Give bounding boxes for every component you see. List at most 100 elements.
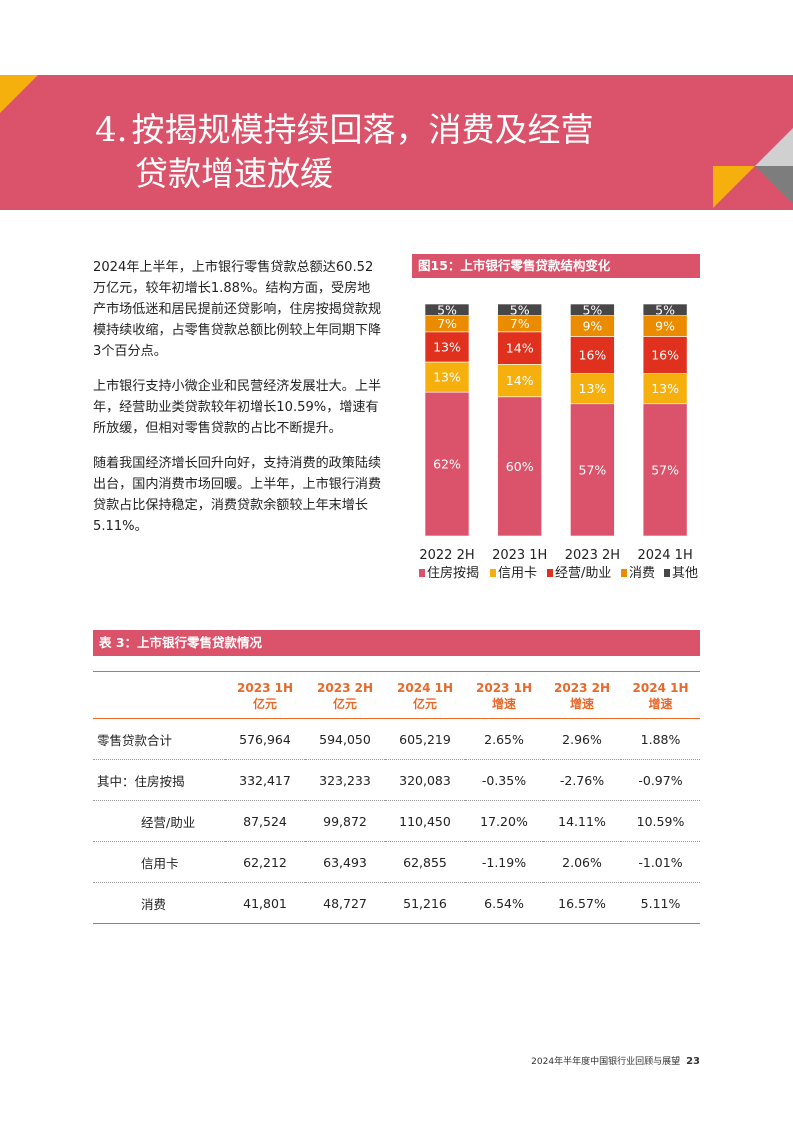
table-cell: 576,964 <box>225 718 305 760</box>
legend-swatch <box>621 569 627 577</box>
chart-title: 图15：上市银行零售贷款结构变化 <box>412 254 700 278</box>
data-label: 5% <box>510 302 530 317</box>
bar-segment <box>497 303 542 316</box>
table-row: 消费 41,801 48,727 51,216 6.54% 16.57% 5.1… <box>93 882 700 924</box>
bar-segment <box>570 373 615 405</box>
legend-label: 住房按揭 <box>427 565 479 581</box>
data-label: 7% <box>510 316 530 331</box>
table-header-row: 2023 1H 亿元 2023 2H 亿元 2024 1H 亿元 2023 1H 增速 … <box>93 671 700 719</box>
table-row: 信用卡 62,212 63,493 62,855 -1.19% 2.06% -1… <box>93 841 700 883</box>
table-cell: 17.20% <box>465 800 543 842</box>
table-cell: 5.11% <box>621 882 700 924</box>
table-header-cell: 2023 1H 亿元 <box>225 671 305 719</box>
table-cell: 6.54% <box>465 882 543 924</box>
table-cell: 48,727 <box>305 882 385 924</box>
table-header-cell: 2024 1H 亿元 <box>385 671 465 719</box>
table-cell: 14.11% <box>543 800 621 842</box>
table-cell: 2.96% <box>543 718 621 760</box>
table-cell: 1.88% <box>621 718 700 760</box>
data-label: 57% <box>651 462 679 477</box>
table-cell: 87,524 <box>225 800 305 842</box>
table-header-cell: 2024 1H 增速 <box>621 671 700 719</box>
section-title: 4. 按揭规模持续回落，消费及经营 贷款增速放缓 <box>95 108 715 195</box>
row-label: 零售贷款合计 <box>93 718 225 760</box>
legend-swatch <box>419 569 425 577</box>
section-number: 4. <box>95 110 128 150</box>
row-label: 消费 <box>93 882 225 924</box>
table-cell: -1.19% <box>465 841 543 883</box>
x-tick-label: 2024 1H <box>637 548 692 563</box>
bar-segment <box>424 391 470 537</box>
legend-swatch <box>547 569 553 577</box>
data-label: 13% <box>433 370 461 385</box>
table-cell: 110,450 <box>385 800 465 842</box>
table-cell: 320,083 <box>385 759 465 801</box>
table-cell: -1.01% <box>621 841 700 883</box>
legend-label: 消费 <box>629 566 655 581</box>
data-label: 7% <box>437 316 457 331</box>
footer-text: 2024年半年度中国银行业回顾与展望 <box>531 1057 681 1067</box>
section-title-line2: 贷款增速放缓 <box>135 154 333 193</box>
paragraph: 随着我国经济增长回升向好，支持消费的政策陆续出台，国内消费市场回暖。上半年，上市… <box>93 456 382 534</box>
table-cell: 62,212 <box>225 841 305 883</box>
data-label: 9% <box>655 319 675 334</box>
legend-label: 其他 <box>672 566 698 581</box>
table-cell: 41,801 <box>225 882 305 924</box>
table-cell: 10.59% <box>621 800 700 842</box>
table-cell: 62,855 <box>385 841 465 883</box>
retail-loan-table: 2023 1H 亿元 2023 2H 亿元 2024 1H 亿元 2023 1H 增速 … <box>93 671 700 924</box>
table-cell: 63,493 <box>305 841 385 883</box>
table-cell: -0.35% <box>465 759 543 801</box>
table-header-cell: 2023 2H 增速 <box>543 671 621 719</box>
table-row: 其中：住房按揭 332,417 323,233 320,083 -0.35% -… <box>93 759 700 801</box>
corner-triangle-decoration <box>0 75 38 113</box>
data-label: 13% <box>433 339 461 354</box>
data-label: 16% <box>651 348 679 363</box>
table-cell: 2.06% <box>543 841 621 883</box>
data-label: 62% <box>433 457 461 472</box>
table-header-cell: 2023 1H 增速 <box>465 671 543 719</box>
table-cell: 594,050 <box>305 718 385 760</box>
bar-segment <box>424 303 470 316</box>
corner-triangles-decoration <box>713 128 793 208</box>
paragraph: 上市银行支持小微企业和民营经济发展壮大。上半年，经营助业类贷款较年初增长10.5… <box>93 379 382 436</box>
paragraph: 2024年上半年，上市银行零售贷款总额达60.52万亿元，较年初增长1.88%。… <box>93 260 382 359</box>
bar-segment <box>570 336 615 374</box>
bar-segment <box>497 331 542 365</box>
legend-swatch <box>490 569 496 577</box>
legend-label: 信用卡 <box>498 566 537 581</box>
data-label: 5% <box>437 302 457 317</box>
x-tick-label: 2023 1H <box>492 548 547 563</box>
data-label: 14% <box>506 341 534 356</box>
table-cell: 332,417 <box>225 759 305 801</box>
bar-segment <box>642 303 688 316</box>
data-label: 60% <box>506 459 534 474</box>
table-cell: 16.57% <box>543 882 621 924</box>
bar-segment <box>642 403 688 537</box>
bar-segment <box>642 336 688 374</box>
table-cell: -0.97% <box>621 759 700 801</box>
table-cell: 323,233 <box>305 759 385 801</box>
bar-segment <box>570 303 615 316</box>
section-banner <box>0 75 793 210</box>
body-text: 2024年上半年，上市银行零售贷款总额达60.52万亿元，较年初增长1.88%。… <box>93 257 382 551</box>
table-cell: 99,872 <box>305 800 385 842</box>
table-row: 经营/助业 87,524 99,872 110,450 17.20% 14.11… <box>93 800 700 842</box>
page-footer: 2024年半年度中国银行业回顾与展望 23 <box>400 1054 700 1067</box>
legend-label: 经营/助业 <box>555 566 611 581</box>
data-label: 13% <box>579 381 607 396</box>
bar-segment <box>570 403 615 537</box>
table-cell: 51,216 <box>385 882 465 924</box>
data-label: 14% <box>506 373 534 388</box>
x-tick-label: 2022 2H <box>419 548 474 563</box>
table-cell: 2.65% <box>465 718 543 760</box>
data-label: 5% <box>655 302 675 317</box>
data-label: 9% <box>582 319 602 334</box>
table-row: 零售贷款合计 576,964 594,050 605,219 2.65% 2.9… <box>93 718 700 760</box>
data-label: 5% <box>582 302 602 317</box>
x-tick-label: 2023 2H <box>565 548 620 563</box>
row-label: 信用卡 <box>93 841 225 883</box>
section-title-line1: 按揭规模持续回落，消费及经营 <box>131 110 594 149</box>
row-label: 其中：住房按揭 <box>93 759 225 801</box>
